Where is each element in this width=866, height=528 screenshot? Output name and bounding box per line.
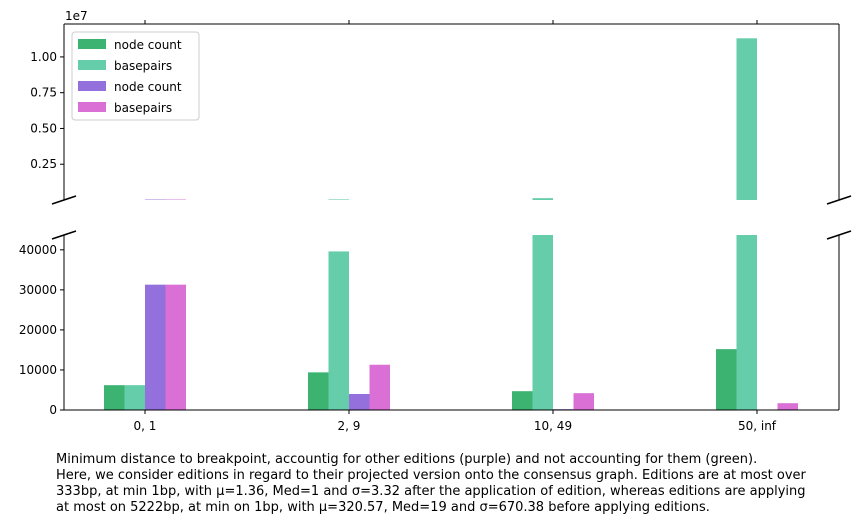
bar-lower	[573, 393, 594, 410]
upper-y-tick-label: 0.25	[30, 157, 57, 171]
lower-y-tick-label: 0	[49, 403, 57, 417]
bar-lower	[512, 391, 533, 410]
legend: node count basepairs node count basepairs	[71, 31, 200, 121]
x-tick-label: 10, 49	[534, 419, 572, 433]
upper-panel-bars	[145, 38, 757, 200]
legend-swatch	[78, 102, 106, 112]
upper-axis-offset-label: 1e7	[65, 9, 88, 23]
bar-upper	[736, 38, 757, 200]
figure-caption: Minimum distance to breakpoint, accounti…	[56, 452, 806, 515]
x-tick-label: 2, 9	[338, 419, 361, 433]
x-tick-label: 0, 1	[134, 419, 157, 433]
bar-lower	[328, 251, 349, 410]
axis-break-mark	[826, 195, 852, 205]
bar-lower	[369, 364, 390, 410]
axis-break-mark	[51, 195, 77, 205]
legend-swatch	[78, 39, 106, 49]
bar-lower	[308, 372, 329, 410]
legend-label: basepairs	[114, 59, 172, 73]
bar-upper	[328, 199, 349, 200]
legend-swatch	[78, 60, 106, 70]
legend-box	[71, 31, 200, 121]
bar-lower	[777, 403, 798, 410]
lower-panel-bars	[104, 235, 798, 410]
x-tick-label: 50, inf	[738, 419, 777, 433]
upper-y-tick-label: 1.00	[30, 50, 57, 64]
axis-break-mark	[51, 230, 77, 240]
bar-lower	[165, 284, 186, 410]
lower-y-tick-label: 20000	[19, 323, 57, 337]
bar-lower	[736, 235, 757, 410]
chart-axes: 0.25 0.50 0.75 1.00 0 10000 20000 30000 40000 0, …	[19, 20, 852, 433]
bar-chart: 0.25 0.50 0.75 1.00 0 10000 20000 30000 40000 0, …	[19, 9, 852, 433]
bar-lower	[716, 349, 737, 410]
legend-label: basepairs	[114, 101, 172, 115]
bar-lower	[349, 393, 370, 410]
bar-lower	[104, 385, 125, 410]
legend-swatch	[78, 81, 106, 91]
bar-lower	[145, 284, 166, 410]
lower-y-tick-label: 30000	[19, 283, 57, 297]
upper-y-tick-label: 0.75	[30, 86, 57, 100]
lower-y-tick-label: 10000	[19, 363, 57, 377]
upper-y-tick-label: 0.50	[30, 121, 57, 135]
lower-y-tick-label: 40000	[19, 243, 57, 257]
bar-lower	[124, 385, 145, 410]
axis-break-mark	[826, 230, 852, 240]
bar-upper	[532, 198, 553, 200]
bar-lower	[532, 235, 553, 410]
legend-label: node count	[114, 38, 182, 52]
legend-label: node count	[114, 80, 182, 94]
